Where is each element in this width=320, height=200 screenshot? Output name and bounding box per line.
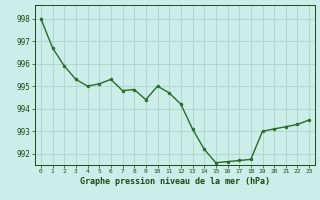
X-axis label: Graphe pression niveau de la mer (hPa): Graphe pression niveau de la mer (hPa) <box>80 177 270 186</box>
